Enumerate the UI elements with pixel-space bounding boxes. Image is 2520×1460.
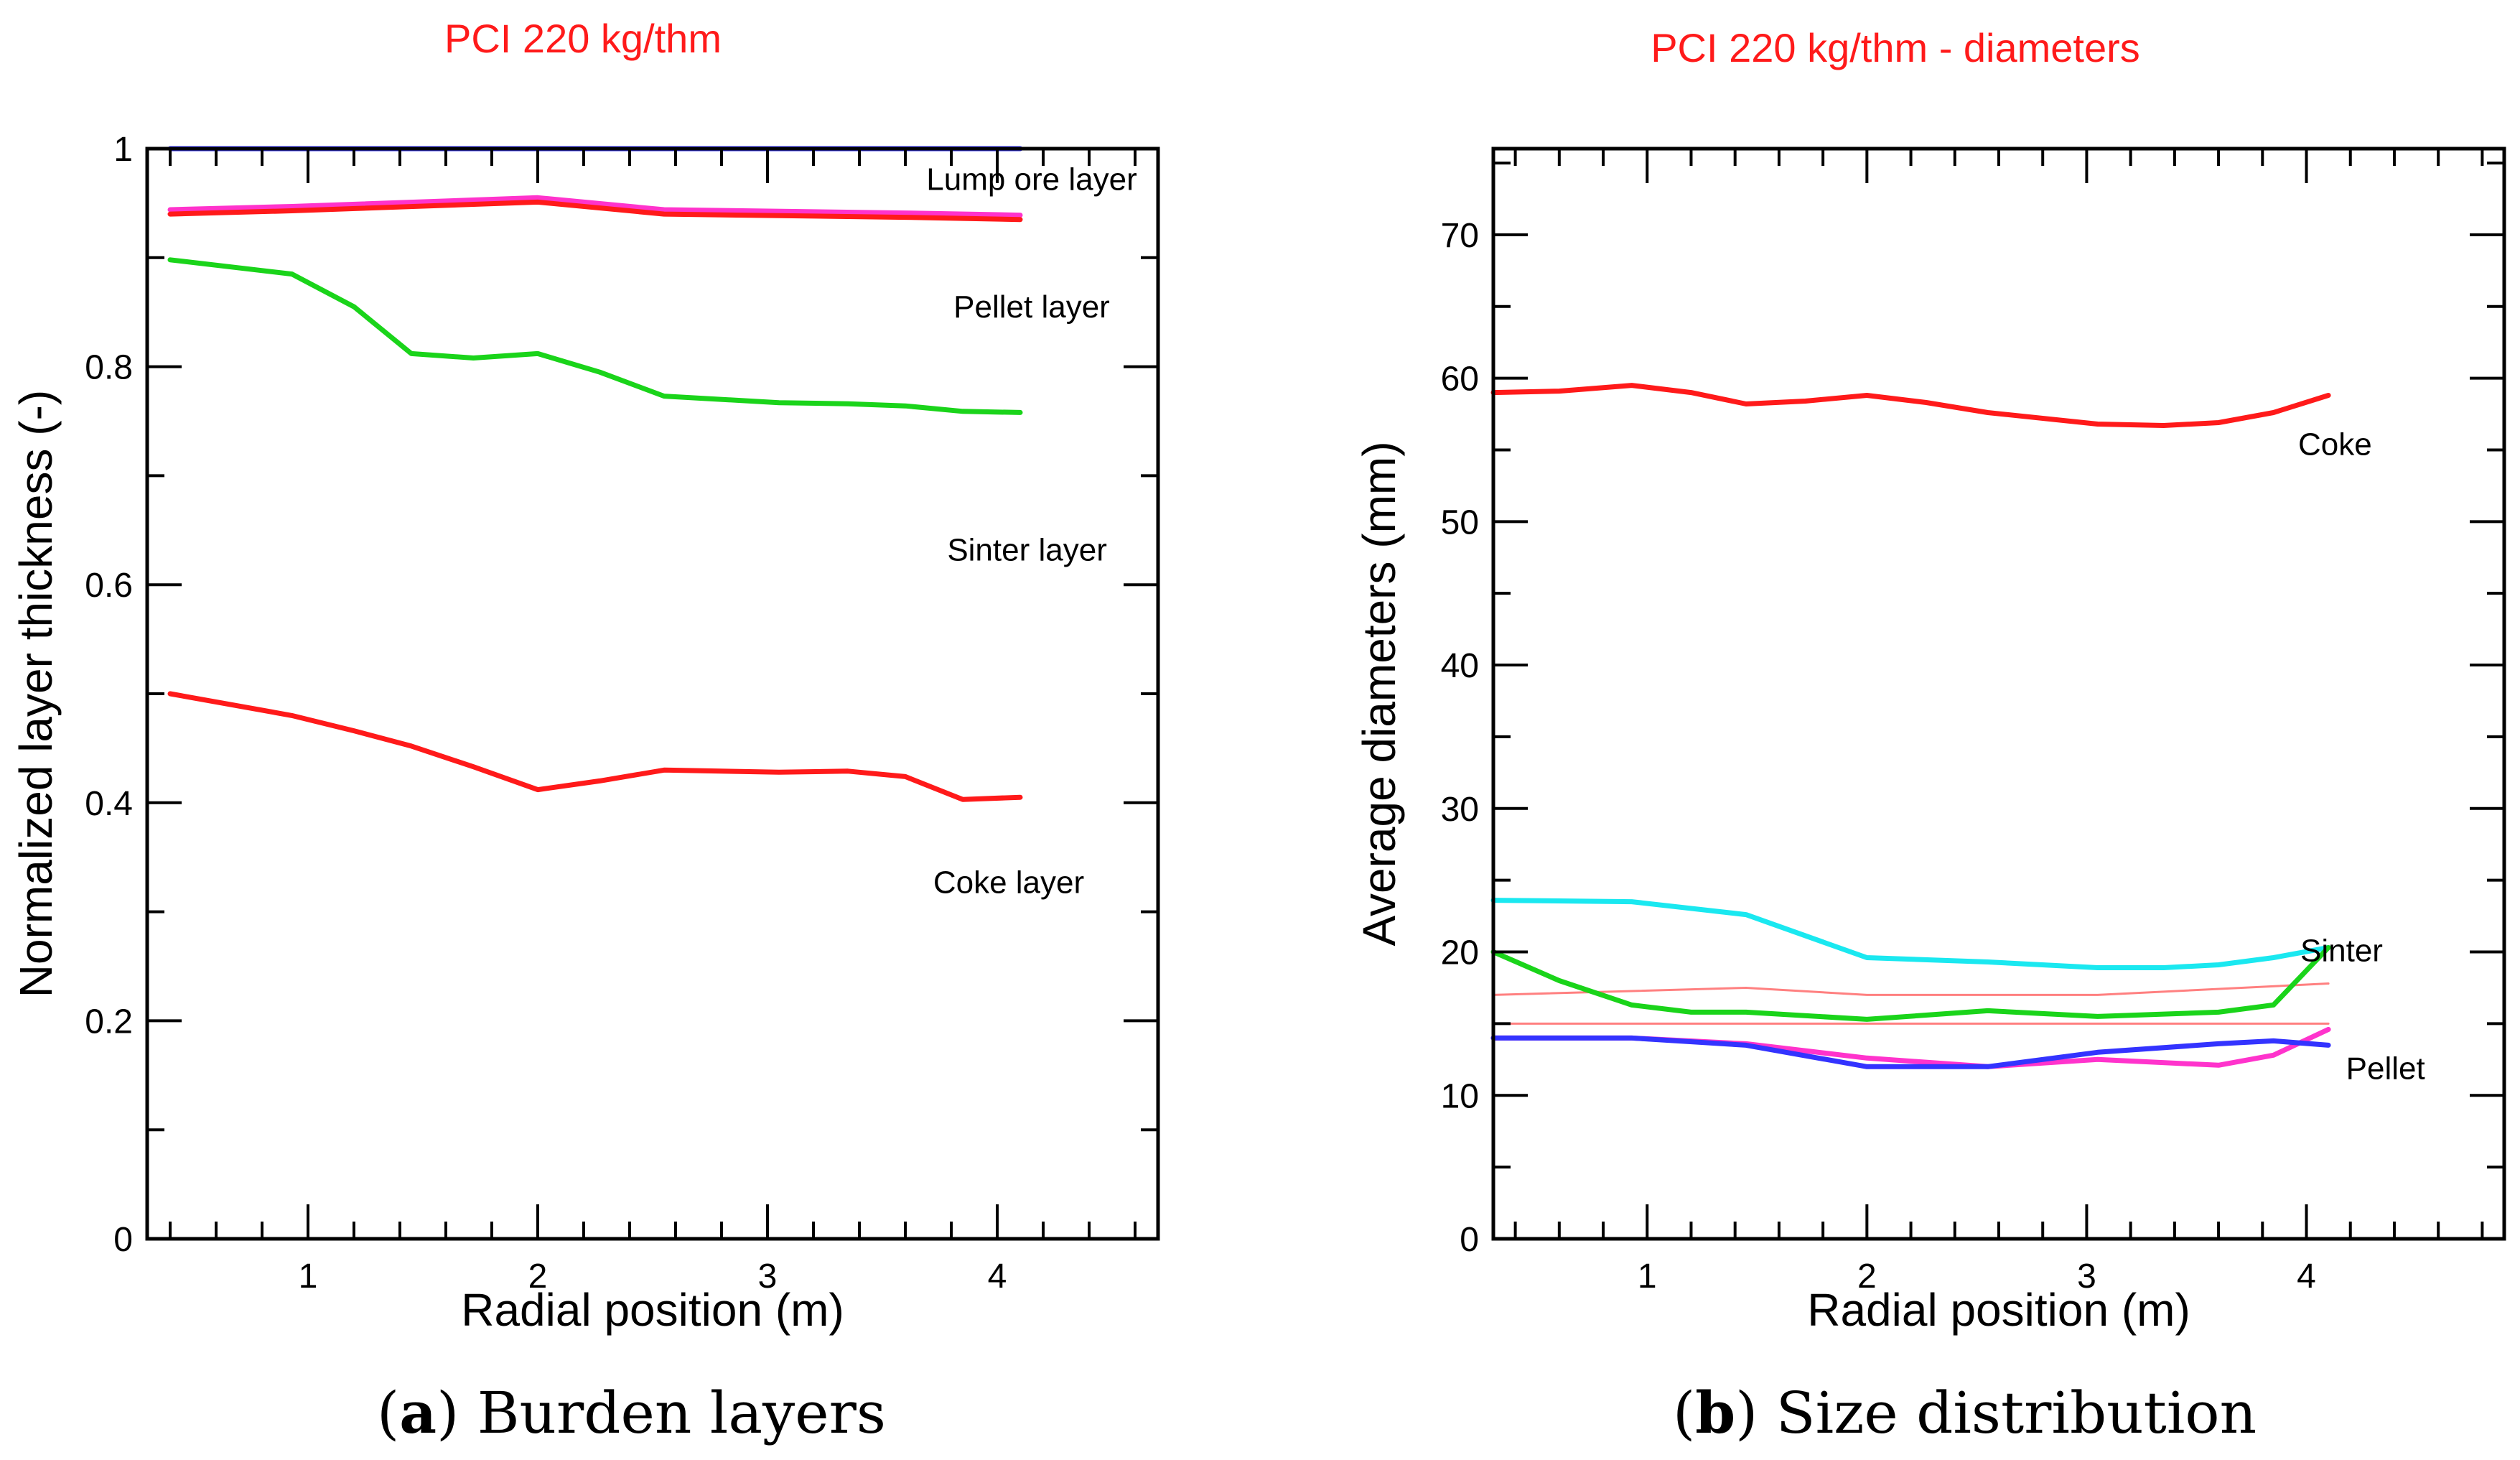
chart-b-ytick-label: 20: [1441, 934, 1479, 972]
chart-a-ytick-label: 0.2: [85, 1003, 133, 1041]
chart-b-series-4: [1490, 945, 2331, 1022]
chart-a-annotation: Sinter layer: [947, 533, 1107, 568]
chart-a-xtick-label: 1: [299, 1257, 318, 1296]
chart-b-series-2: [1492, 982, 2330, 996]
chart-a-title: PCI 220 kg/thm: [444, 16, 722, 61]
chart-a-xtick-label: 2: [528, 1257, 548, 1296]
chart-b-ytick-label: 40: [1441, 647, 1479, 685]
chart-a-xlabel: Radial position (m): [461, 1284, 844, 1336]
chart-b-series-0: [1490, 383, 2331, 428]
chart-b-xtick-label: 3: [2077, 1257, 2096, 1296]
chart-b-title: PCI 220 kg/thm - diameters: [1651, 25, 2140, 70]
chart-b-ytick-label: 60: [1441, 361, 1479, 399]
chart-a-ylabel: Normalized layer thickness (-): [10, 390, 62, 998]
chart-a-ytick-label: 0.6: [85, 567, 133, 605]
chart-b-annotation: Pellet: [2346, 1051, 2425, 1086]
chart-b-ytick-label: 50: [1441, 503, 1479, 541]
chart-a-ytick-label: 0.8: [85, 349, 133, 387]
chart-b-series-1: [1490, 898, 2331, 970]
chart-b-xtick-label: 2: [1857, 1257, 1877, 1296]
caption-a: (a) Burden layers: [377, 1379, 886, 1446]
chart-a-ytick-label: 0.4: [85, 785, 133, 823]
chart-b-xtick-label: 1: [1638, 1257, 1657, 1296]
chart-a-series-1: [167, 195, 1023, 218]
chart-b-ytick-label: 30: [1441, 791, 1479, 829]
chart-b-xlabel: Radial position (m): [1807, 1284, 2190, 1336]
caption-b-text: Size distribution: [1775, 1380, 2257, 1446]
caption-b: (b) Size distribution: [1673, 1379, 2257, 1446]
caption-a-text: Burden layers: [477, 1380, 886, 1446]
chart-a-xtick-label: 4: [988, 1257, 1007, 1296]
chart-a-series-2: [167, 199, 1023, 223]
chart-b-xtick-label: 4: [2297, 1257, 2316, 1296]
chart-a-annotation: Coke layer: [933, 865, 1084, 901]
chart-a-burden-layers: PCI 220 kg/thm 1 2 3 4 0 0.2 0.4 0.6 0.8 1 Radial p…: [10, 16, 1160, 1336]
chart-b-ytick-label: 0: [1460, 1221, 1479, 1259]
chart-b-series-6: [1490, 1035, 2331, 1069]
chart-a-ytick-label: 0: [113, 1221, 133, 1259]
chart-b-series-5: [1490, 1026, 2331, 1069]
caption-b-letter: b: [1695, 1379, 1736, 1446]
chart-a-xtick-label: 3: [758, 1257, 778, 1296]
chart-b-annotation: Sinter: [2300, 934, 2383, 969]
chart-b-ytick-label: 10: [1441, 1077, 1479, 1115]
caption-a-letter: a: [399, 1379, 437, 1446]
chart-b-annotation: Coke: [2298, 427, 2372, 462]
chart-a-series-3: [167, 257, 1023, 415]
chart-a-annotation: Lump ore layer: [926, 162, 1137, 197]
chart-a-annotation: Pellet layer: [953, 289, 1110, 325]
chart-a-series-4: [167, 691, 1023, 802]
chart-b-ytick-label: 70: [1441, 217, 1479, 255]
chart-b-ylabel: Average diameters (mm): [1353, 441, 1405, 946]
chart-a-ytick-label: 1: [113, 131, 133, 169]
